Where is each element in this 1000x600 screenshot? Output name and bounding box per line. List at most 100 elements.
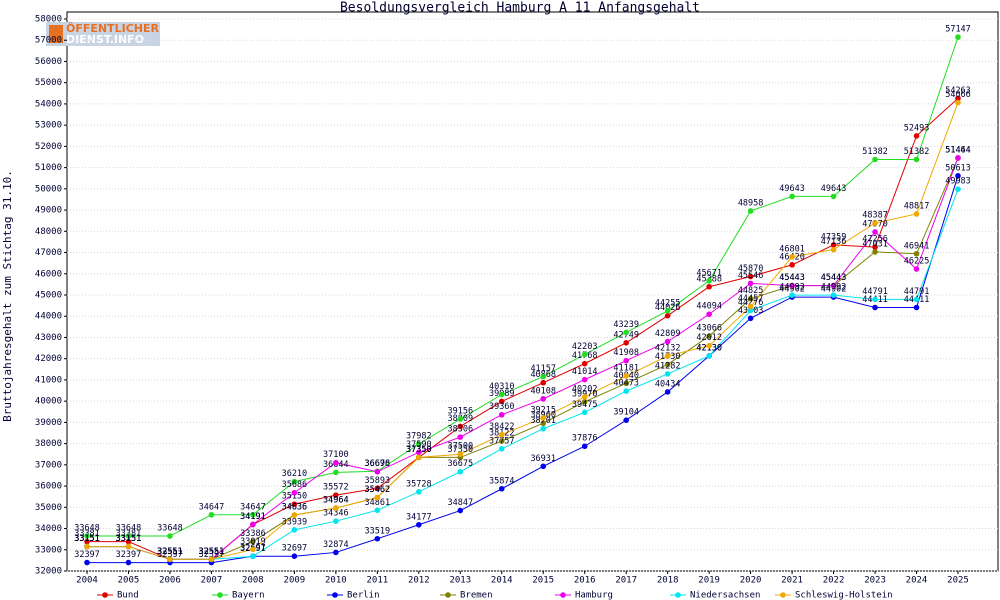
- data-label: 51382: [904, 147, 930, 157]
- data-point: [789, 193, 795, 200]
- data-point: [457, 507, 464, 514]
- data-label: 39215: [530, 405, 556, 415]
- data-point: [208, 512, 215, 518]
- data-label: 40434: [655, 379, 681, 389]
- data-point: [167, 556, 173, 563]
- data-label: 37876: [572, 434, 598, 444]
- data-label: 41282: [655, 361, 681, 371]
- data-point: [540, 396, 547, 402]
- data-point: [84, 543, 90, 550]
- data-point: [208, 556, 215, 563]
- data-point: [830, 193, 837, 200]
- data-label: 34964: [323, 496, 349, 506]
- data-point: [913, 156, 920, 163]
- data-label: 32697: [282, 544, 308, 554]
- legend-marker: [560, 592, 566, 598]
- data-label: 52493: [904, 123, 930, 133]
- data-label: 42749: [613, 330, 639, 340]
- y-tick-label: 56000: [35, 57, 62, 67]
- data-label: 51464: [945, 145, 971, 155]
- series-line: [87, 102, 959, 560]
- data-point: [291, 512, 298, 518]
- data-label: 40108: [530, 386, 556, 396]
- data-label: 43066: [696, 324, 722, 334]
- y-tick-label: 53000: [35, 121, 62, 131]
- x-tick-label: 2025: [947, 576, 969, 586]
- data-label: 33386: [240, 529, 266, 539]
- data-label: 32551: [157, 547, 183, 557]
- data-label: 44902: [779, 285, 805, 295]
- data-label: 45443: [779, 273, 805, 283]
- data-label: 39475: [572, 400, 598, 410]
- x-tick-label: 2018: [657, 576, 679, 586]
- y-tick-label: 36000: [35, 482, 62, 492]
- data-label: 45870: [738, 264, 764, 274]
- x-tick-label: 2015: [532, 576, 554, 586]
- data-label: 33151: [74, 534, 100, 544]
- data-label: 32551: [199, 547, 225, 557]
- data-point: [125, 538, 132, 545]
- y-tick-label: 39000: [35, 418, 62, 428]
- data-label: 33151: [74, 534, 100, 544]
- data-label: 39360: [489, 402, 515, 412]
- data-point: [872, 220, 878, 226]
- y-tick-label: 41000: [35, 375, 62, 385]
- y-tick-label: 34000: [35, 524, 62, 534]
- data-label: 38701: [530, 416, 556, 426]
- data-label: 33519: [365, 526, 391, 536]
- data-label: 46801: [779, 244, 805, 254]
- data-point: [374, 507, 381, 514]
- y-tick-label: 40000: [35, 397, 62, 407]
- x-tick-label: 2016: [574, 576, 596, 586]
- logo-text: DIENST.INFO: [66, 33, 144, 46]
- x-tick-label: 2010: [325, 576, 347, 586]
- data-label: 37350: [406, 445, 432, 455]
- data-label: 33151: [116, 534, 142, 544]
- data-label: 33019: [240, 537, 266, 547]
- data-label: 36210: [282, 469, 308, 479]
- data-point: [125, 543, 132, 550]
- y-tick-label: 55000: [35, 78, 62, 88]
- data-label: 35462: [365, 485, 391, 495]
- x-tick-label: 2011: [366, 576, 388, 586]
- data-point: [747, 280, 754, 287]
- data-label: 32551: [157, 547, 183, 557]
- data-label: 40202: [572, 384, 598, 394]
- data-point: [872, 304, 878, 311]
- x-tick-label: 2019: [698, 576, 720, 586]
- legend-marker: [445, 592, 451, 598]
- data-label: 51444: [945, 146, 971, 156]
- data-label: 42612: [696, 333, 722, 343]
- data-label: 49643: [821, 184, 847, 194]
- data-label: 38306: [447, 425, 473, 435]
- data-point: [664, 389, 671, 395]
- series-line: [87, 157, 959, 560]
- data-label: 33648: [116, 524, 142, 534]
- data-label: 33648: [74, 524, 100, 534]
- data-point: [581, 394, 588, 400]
- data-point: [706, 333, 712, 339]
- data-label: 50613: [945, 163, 971, 173]
- data-label: 32551: [157, 547, 183, 557]
- data-label: 44992: [779, 283, 805, 293]
- data-label: 34191: [240, 512, 266, 522]
- data-point: [664, 361, 671, 368]
- data-label: 39156: [447, 407, 473, 417]
- data-point: [747, 295, 754, 302]
- data-point: [498, 485, 505, 492]
- data-point: [623, 339, 629, 346]
- logo-text: ÖFFENTLICHER: [66, 21, 159, 35]
- data-label: 35874: [489, 476, 515, 486]
- data-label: 32551: [157, 547, 183, 557]
- data-point: [664, 308, 671, 314]
- data-point: [913, 211, 920, 217]
- data-point: [581, 398, 588, 405]
- y-tick-label: 51000: [35, 163, 62, 173]
- data-point: [540, 463, 547, 470]
- data-point: [872, 249, 878, 255]
- data-point: [416, 441, 422, 447]
- data-point: [457, 416, 464, 422]
- data-label: 35150: [282, 492, 308, 502]
- data-point: [540, 420, 547, 427]
